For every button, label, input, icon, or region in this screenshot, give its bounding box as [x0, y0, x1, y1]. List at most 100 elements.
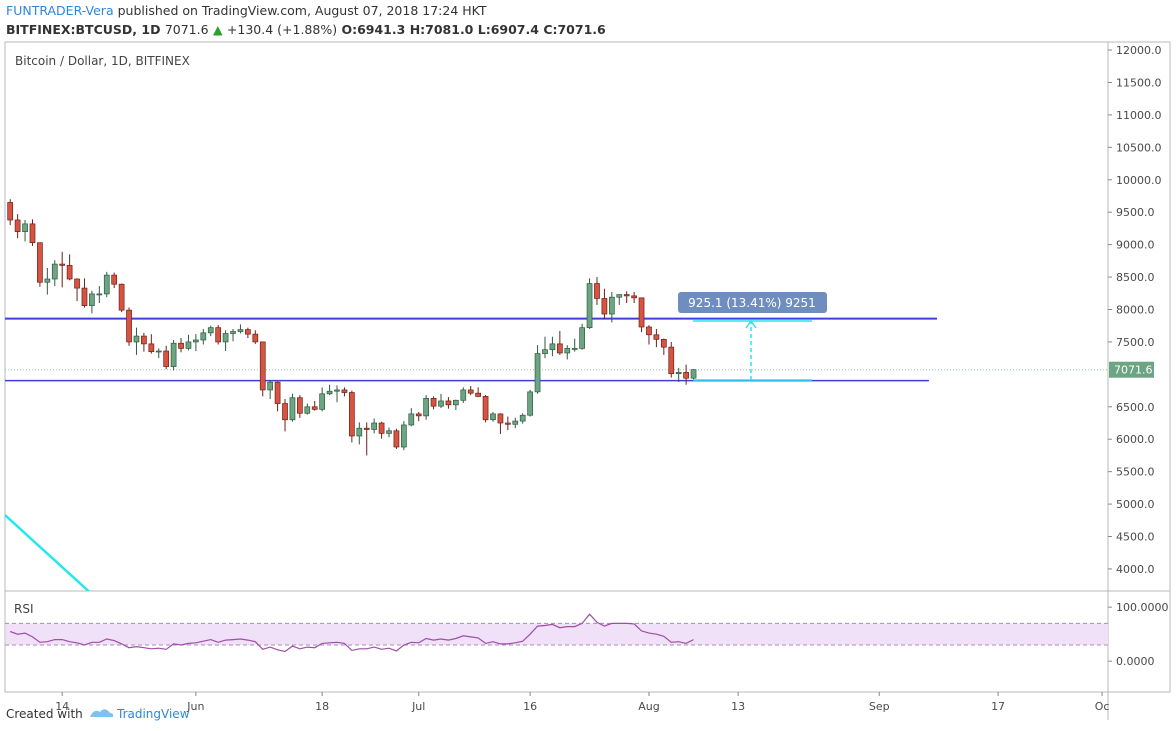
candle-body	[467, 389, 474, 394]
candle-body	[185, 341, 192, 349]
candle-body	[408, 413, 415, 426]
x-tick-label: Sep	[869, 700, 890, 713]
candle-body	[683, 372, 689, 379]
candle-body	[148, 343, 155, 353]
candle-body	[571, 348, 578, 350]
y-tick-label: 11500.0	[1116, 76, 1162, 89]
candle-body	[631, 295, 637, 299]
candle-body	[163, 350, 170, 367]
y-tick-label: 10000.0	[1116, 174, 1162, 187]
measure-label-box	[678, 292, 827, 313]
candle-body	[193, 339, 199, 343]
last-price-box	[1109, 361, 1154, 378]
close: C:7071.6	[543, 22, 606, 37]
y-tick-label: 9500.0	[1116, 206, 1155, 219]
candle-body	[356, 427, 363, 437]
candle-body	[438, 400, 444, 407]
candle-body	[66, 265, 73, 280]
candle-body	[601, 298, 608, 315]
candle-body	[378, 422, 385, 434]
candle-body	[44, 278, 51, 283]
candle-body	[103, 274, 110, 295]
candle-body	[660, 338, 667, 348]
candle-body	[22, 223, 28, 233]
candle-body	[96, 293, 103, 296]
candle-body	[675, 372, 682, 375]
y-tick-label: 8500.0	[1116, 271, 1155, 284]
author[interactable]: FUNTRADER-Vera	[6, 3, 114, 18]
y-tick-label: 5000.0	[1116, 498, 1155, 511]
candle-body	[230, 331, 236, 334]
candle-body	[401, 424, 407, 448]
candle-body	[341, 389, 348, 393]
candle-body	[297, 397, 303, 414]
y-tick-label: 4500.0	[1116, 531, 1155, 544]
candle-body	[393, 430, 400, 448]
candle-body	[51, 263, 58, 280]
measure-tool: 925.1 (13.41%) 9251	[678, 292, 827, 381]
candle-body	[170, 342, 177, 367]
candle-body	[423, 398, 429, 417]
candle-body	[415, 413, 422, 417]
candle-body	[215, 327, 222, 343]
candle-body	[81, 287, 88, 306]
candle-body	[289, 397, 296, 421]
candle-body	[564, 348, 571, 354]
candle-body	[349, 392, 355, 437]
candle-body	[519, 414, 526, 422]
x-tick-label: Jul	[411, 700, 425, 713]
change: +130.4 (+1.88%)	[227, 22, 337, 37]
header-line-1: FUNTRADER-Vera published on TradingView.…	[6, 3, 487, 18]
x-tick-label: Jun	[186, 700, 204, 713]
up-arrow: ▲	[213, 22, 223, 37]
footer-brand[interactable]: TradingView	[116, 707, 190, 721]
candle-body	[319, 393, 326, 410]
candle-body	[638, 297, 645, 328]
last-price-label: 7071.6	[1114, 364, 1153, 377]
candle-body	[549, 343, 556, 351]
y-tick-label: 12000.0	[1116, 44, 1162, 57]
candle-body	[118, 283, 125, 311]
candle-body	[646, 326, 652, 336]
candle-body	[430, 398, 437, 407]
candle-body	[616, 294, 623, 298]
rsi-label: RSI	[14, 602, 34, 616]
candle-body	[207, 327, 214, 334]
x-tick-label: Oc	[1095, 700, 1110, 713]
candle-body	[668, 346, 675, 375]
candle-body	[586, 283, 593, 329]
candle-body	[126, 309, 132, 343]
y-tick-label: 6000.0	[1116, 433, 1155, 446]
candle-body	[245, 329, 251, 335]
y-tick-label: 5500.0	[1116, 466, 1155, 479]
header-line-2: BITFINEX:BTCUSD, 1D 7071.6 ▲ +130.4 (+1.…	[6, 22, 606, 37]
y-tick-label: 7500.0	[1116, 336, 1155, 349]
candle-body	[623, 294, 630, 297]
low: L:6907.4	[478, 22, 540, 37]
candle-body	[89, 293, 95, 306]
candle-body	[497, 413, 504, 424]
price: 7071.6	[165, 22, 209, 37]
candle-body	[282, 403, 288, 421]
candle-body	[556, 343, 563, 354]
measure-arrow-head	[745, 319, 757, 329]
candle-body	[14, 219, 21, 233]
candle-body	[237, 329, 244, 332]
candle-body	[267, 381, 274, 391]
candle-body	[690, 369, 697, 379]
rsi-tick-label: 100.0000	[1116, 601, 1169, 614]
candle-body	[453, 399, 459, 406]
candle-body	[74, 278, 80, 289]
y-tick-label: 9000.0	[1116, 239, 1155, 252]
candle-body	[504, 422, 511, 425]
candle-body	[363, 427, 370, 430]
measure-label: 925.1 (13.41%) 9251	[688, 296, 816, 310]
y-tick-label: 11000.0	[1116, 109, 1162, 122]
trend-line	[5, 514, 91, 591]
x-tick-label: 14	[55, 700, 69, 713]
rsi-line	[9, 613, 694, 653]
y-tick-label: 10500.0	[1116, 141, 1162, 154]
candle-body	[490, 413, 496, 421]
published: published on TradingView.com, August 07,…	[118, 3, 487, 18]
